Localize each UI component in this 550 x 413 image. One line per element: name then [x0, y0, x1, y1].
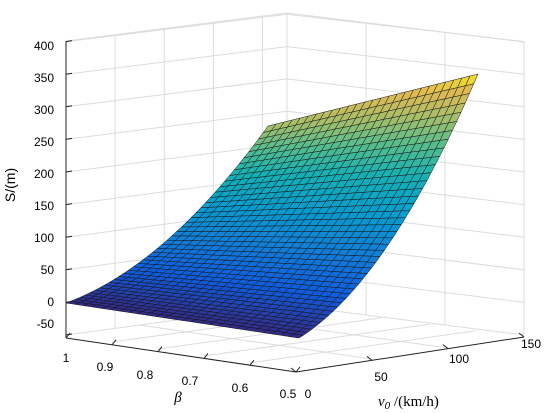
top-left-edge	[65, 12, 288, 42]
top-right-edge	[286, 12, 525, 43]
z-gridline-left-wall	[65, 78, 288, 108]
z-tick-label: 150	[34, 199, 54, 213]
velocity-tick-label: 0	[305, 387, 312, 401]
z-tick-mark	[65, 203, 73, 206]
beta-tick-label: 1	[63, 351, 70, 365]
z-tick-mark	[65, 235, 73, 238]
velocity-tick-label: 50	[374, 370, 388, 384]
velocity-gridline-floor	[139, 324, 373, 360]
z-tick-label: 0	[47, 295, 54, 309]
z-tick-label: 100	[34, 231, 54, 245]
beta-tick-label: 0.8	[137, 368, 154, 382]
beta-tick-label: 0.9	[97, 360, 114, 374]
beta-tick-mark	[157, 346, 163, 352]
z-tick-mark	[65, 170, 73, 173]
surface-plot	[65, 73, 479, 339]
z-tick-label: -50	[37, 317, 55, 331]
z-tick-mark	[65, 40, 73, 43]
z-gridline-left-wall	[65, 13, 288, 43]
z-axis-title: S/(m)	[2, 168, 18, 202]
z-tick-label: 350	[34, 71, 54, 85]
velocity-tick-mark	[518, 332, 525, 338]
z-tick-label: 300	[34, 103, 54, 117]
z-tick-mark	[65, 105, 73, 108]
z-tick-label: 200	[34, 167, 54, 181]
velocity-axis-symbol: v	[378, 394, 385, 410]
beta-tick-mark	[295, 366, 301, 373]
beta-tick-mark	[203, 353, 209, 359]
z-axis-ticks: -50 0 50 100 150 200 250 300 350 400	[34, 39, 54, 331]
z-tick-mark	[65, 137, 73, 140]
beta-axis-line	[65, 337, 297, 373]
velocity-axis-ticks: 0 50 100 150	[305, 337, 542, 401]
beta-axis-title: β	[173, 390, 182, 406]
beta-tick-mark	[65, 332, 71, 339]
beta-tick-mark	[111, 339, 117, 346]
z-tick-mark	[65, 300, 73, 303]
velocity-tick-label: 150	[521, 337, 541, 351]
beta-axis-ticks: 1 0.9 0.8 0.7 0.6 0.5	[63, 351, 297, 401]
z-gridline-left-wall	[65, 110, 288, 140]
beta-tick-mark	[249, 359, 255, 366]
velocity-axis-subscript: 0	[385, 400, 391, 412]
velocity-tick-mark	[366, 355, 373, 361]
beta-tick-label: 0.5	[280, 387, 297, 401]
beta-tick-label: 0.6	[232, 381, 249, 395]
velocity-axis-title: v0 /(km/h)	[378, 394, 439, 412]
beta-gridline-floor	[249, 330, 477, 364]
velocity-tick-mark	[442, 344, 449, 350]
beta-gridline-floor	[203, 323, 430, 357]
z-tick-mark	[65, 268, 73, 271]
z-tick-mark	[65, 72, 73, 75]
surface-cell	[289, 333, 305, 339]
z-gridline-left-wall	[65, 143, 288, 173]
beta-tick-label: 0.7	[182, 374, 199, 388]
z-tick-label: 400	[34, 39, 54, 53]
z-gridline-right-wall	[286, 46, 525, 75]
z-gridline-left-wall	[65, 46, 288, 75]
chart-axes	[65, 40, 525, 373]
velocity-axis-unit: /(km/h)	[390, 394, 439, 410]
z-tick-label: 50	[41, 263, 55, 277]
velocity-tick-label: 100	[449, 352, 469, 366]
velocity-axis-line	[295, 336, 525, 373]
z-tick-label: 250	[34, 135, 54, 149]
velocity-tick-mark	[290, 367, 297, 373]
